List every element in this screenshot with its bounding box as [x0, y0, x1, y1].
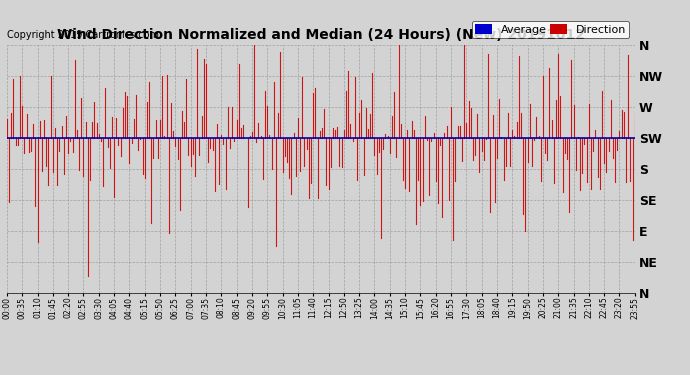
Legend: Average, Direction: Average, Direction	[472, 21, 629, 38]
Title: Wind Direction Normalized and Median (24 Hours) (New) 20191012: Wind Direction Normalized and Median (24…	[57, 28, 585, 42]
Text: Copyright 2019 Cartronics.com: Copyright 2019 Cartronics.com	[7, 30, 159, 40]
